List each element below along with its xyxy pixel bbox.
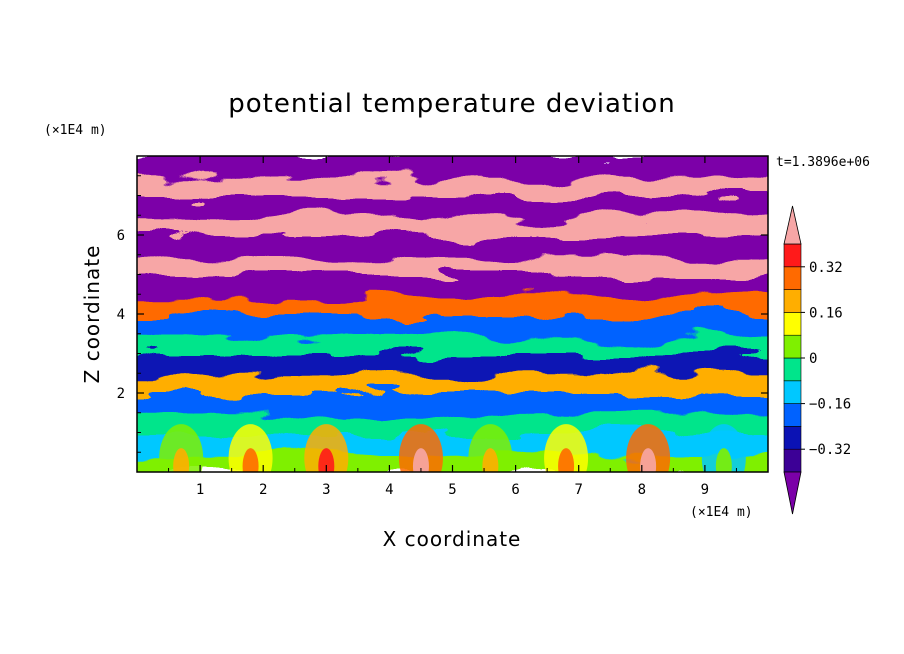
colorbar-bin <box>783 243 802 268</box>
field-band <box>137 391 768 415</box>
colorbar-tick-label: 0 <box>809 351 817 367</box>
x-tick-label: 6 <box>511 482 519 498</box>
plume-core <box>715 448 732 472</box>
y-unit-label: (×1E4 m) <box>44 123 107 138</box>
field-band <box>137 193 768 218</box>
plume-mark <box>468 424 513 472</box>
colorbar-tick-label: −0.16 <box>809 397 851 413</box>
plume-core <box>412 448 429 472</box>
x-tick-label: 1 <box>196 482 204 498</box>
colorbar-tick-label: −0.32 <box>809 442 851 458</box>
x-tick-label: 7 <box>574 482 582 498</box>
plume-core <box>173 448 190 472</box>
x-tick-label: 4 <box>385 482 393 498</box>
plume-core <box>482 448 499 472</box>
plume-mark <box>228 424 273 472</box>
time-label: t=1.3896e+06 <box>776 155 870 170</box>
plume-mark <box>159 424 204 472</box>
colorbar-bin <box>783 357 802 382</box>
chart-title: potential temperature deviation <box>228 89 675 119</box>
plume-mark <box>304 424 349 472</box>
field-band <box>137 351 768 376</box>
field-band <box>137 213 768 237</box>
plume-mark <box>544 424 589 472</box>
plume-core <box>318 448 335 472</box>
x-tick-label: 2 <box>259 482 267 498</box>
field-band <box>137 410 768 435</box>
colorbar-tick-label: 0.32 <box>809 260 843 276</box>
field-band <box>137 450 768 472</box>
colorbar-bin <box>783 426 802 450</box>
plume-mark <box>626 424 671 472</box>
y-tick-label: 6 <box>117 228 125 244</box>
field-band <box>137 331 768 356</box>
colorbar-bin <box>783 266 802 290</box>
colorbar-bin <box>783 289 802 313</box>
plume-core <box>242 448 259 472</box>
plume-core <box>640 448 657 472</box>
field-band <box>137 173 768 198</box>
field-band <box>137 312 768 336</box>
plume-mark <box>701 424 746 472</box>
plot-area <box>137 156 768 472</box>
colorbar-bin <box>783 448 802 473</box>
x-tick-label: 9 <box>701 482 709 498</box>
colorbar-bin <box>783 334 802 359</box>
x-tick-label: 8 <box>638 482 646 498</box>
field-band <box>137 272 768 297</box>
x-tick-label: 5 <box>448 482 456 498</box>
y-tick-label: 2 <box>117 386 125 402</box>
colorbar-lower-extension <box>783 471 802 515</box>
plume-mark <box>398 424 443 472</box>
colorbar-bin <box>783 403 802 427</box>
x-tick-label: 3 <box>322 482 330 498</box>
field-band <box>137 292 768 316</box>
field-band <box>137 156 768 178</box>
colorbar-upper-extension <box>783 205 802 245</box>
y-axis-label: Z coordinate <box>80 245 104 384</box>
colorbar-bin <box>783 380 802 404</box>
field-band <box>137 233 768 257</box>
y-tick-label: 4 <box>117 307 125 323</box>
x-axis: 1 2 3 4 5 6 7 8 9 <box>168 156 737 498</box>
colorbar-tick-label: 0.16 <box>809 305 843 321</box>
plume-core <box>558 448 575 472</box>
y-axis: 2 4 6 <box>117 175 768 453</box>
field-band <box>137 252 768 277</box>
field-band <box>137 430 768 455</box>
field-band <box>137 371 768 395</box>
colorbar-bin <box>783 312 802 336</box>
x-axis-label: X coordinate <box>383 527 522 551</box>
colorbar: −0.32 −0.16 0 0.16 0.32 <box>783 205 851 515</box>
x-unit-label: (×1E4 m) <box>690 505 753 520</box>
